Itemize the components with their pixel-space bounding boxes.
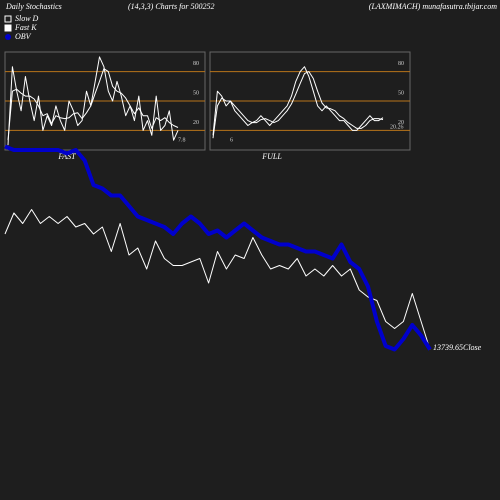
series-line bbox=[7, 68, 179, 141]
header-left: Daily Stochastics bbox=[5, 2, 62, 11]
panel-title: FAST bbox=[57, 152, 76, 161]
annotation: 7.8 bbox=[178, 137, 186, 143]
y-tick-label: 50 bbox=[193, 90, 199, 96]
legend-entry: Slow D bbox=[15, 14, 39, 23]
annotation: 13739.65Close bbox=[433, 343, 482, 352]
y-tick-label: 20 bbox=[193, 120, 199, 126]
series-line bbox=[7, 56, 179, 146]
series-line bbox=[4, 209, 431, 350]
series-line bbox=[212, 66, 384, 136]
series-line bbox=[4, 144, 432, 352]
panel-title: FULL bbox=[261, 152, 282, 161]
legend-swatch bbox=[4, 15, 12, 23]
header-right: (LAXMIMACH) munafasutra.tbijar.com bbox=[369, 2, 497, 11]
annotation: 20.26 bbox=[390, 124, 404, 130]
legend-swatch bbox=[5, 34, 11, 40]
y-tick-label: 20 bbox=[398, 120, 404, 126]
legend-swatch bbox=[4, 24, 12, 32]
legend-entry: Fast K bbox=[14, 23, 37, 32]
series-line bbox=[212, 71, 384, 139]
y-tick-label: 50 bbox=[398, 90, 404, 96]
header-center: (14,3,3) Charts for 500252 bbox=[128, 2, 214, 11]
y-tick-label: 80 bbox=[193, 61, 199, 67]
legend-entry: OBV bbox=[15, 32, 32, 41]
annotation: 6 bbox=[230, 137, 233, 143]
y-tick-label: 80 bbox=[398, 61, 404, 67]
